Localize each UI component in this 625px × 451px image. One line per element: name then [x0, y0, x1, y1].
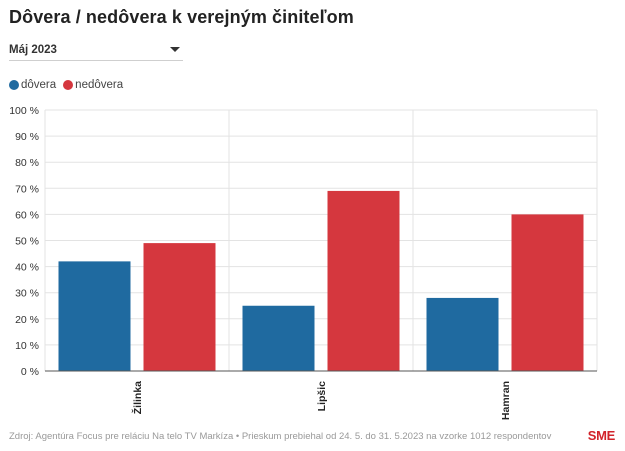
legend-item-nedovera[interactable]: nedôvera — [63, 79, 123, 91]
y-tick-label: 50 % — [15, 236, 39, 248]
legend-swatch-dovera — [9, 80, 19, 90]
y-tick-label: 30 % — [15, 288, 39, 300]
bar-nedovera[interactable] — [143, 243, 216, 371]
category-label: Lipšic — [316, 381, 328, 412]
category-label: Hamran — [500, 381, 512, 420]
legend-swatch-nedovera — [63, 80, 74, 90]
y-tick-label: 10 % — [15, 340, 39, 352]
chart-title: Dôvera / nedôvera k verejným činiteľom — [9, 7, 354, 27]
y-tick-label: 90 % — [15, 131, 39, 143]
caret-down-icon[interactable] — [170, 47, 180, 52]
legend-label-nedovera: nedôvera — [75, 79, 124, 91]
legend-item-dovera[interactable]: dôvera — [9, 79, 56, 91]
y-tick-label: 60 % — [15, 209, 39, 221]
legend: dôvera nedôvera — [9, 79, 130, 91]
bar-dovera[interactable] — [58, 261, 131, 371]
y-tick-label: 0 % — [21, 366, 39, 378]
month-select[interactable]: Máj 2023 — [9, 38, 183, 61]
y-tick-label: 100 % — [9, 105, 39, 117]
y-tick-label: 20 % — [15, 314, 39, 326]
legend-label-dovera: dôvera — [21, 79, 57, 91]
source-note: Zdroj: Agentúra Focus pre reláciu Na tel… — [9, 431, 552, 442]
y-tick-label: 70 % — [15, 183, 39, 195]
bar-nedovera[interactable] — [511, 214, 584, 371]
month-select-value: Máj 2023 — [9, 44, 57, 56]
y-tick-label: 40 % — [15, 262, 39, 274]
category-label: Žilinka — [131, 381, 144, 414]
brand-logo: SME — [587, 428, 616, 443]
bar-dovera[interactable] — [426, 297, 499, 371]
y-tick-label: 80 % — [15, 157, 39, 169]
bar-nedovera[interactable] — [327, 190, 400, 371]
bar-dovera[interactable] — [242, 305, 315, 371]
